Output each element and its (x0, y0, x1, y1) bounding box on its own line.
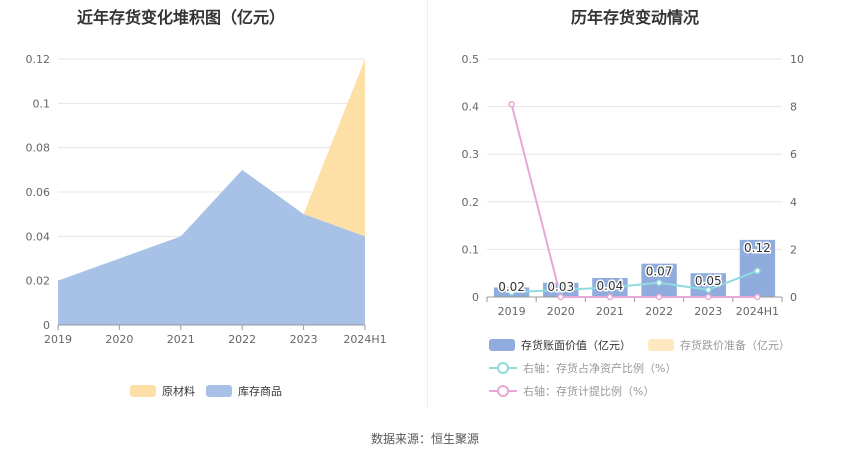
bar-value-label: 0.02 (498, 280, 525, 294)
net-asset-ratio-point (705, 286, 712, 294)
right-chart-title: 历年存货变动情况 (571, 8, 700, 27)
legend-item-net-asset-ratio[interactable]: 右轴：存货占净资产比例（%） (489, 360, 676, 376)
y-tick-label: 0.04 (26, 230, 51, 243)
bar-value-label: 0.04 (597, 279, 624, 293)
legend-label-book-value: 存货账面价值（亿元） (521, 339, 631, 352)
legend-line-marker (497, 385, 509, 397)
bar-value-label: 0.12 (744, 241, 771, 255)
y-tick-label: 0 (43, 319, 50, 332)
y2-tick-label: 4 (790, 196, 797, 209)
x-tick-label: 2024H1 (343, 333, 386, 346)
y-tick-label: 0.1 (33, 97, 51, 110)
y-tick-label: 0 (472, 291, 479, 304)
net-asset-ratio-point (557, 286, 564, 294)
provision-ratio-point (508, 100, 515, 108)
legend-item-book-value[interactable]: 存货账面价值（亿元） (489, 337, 631, 353)
y2-tick-label: 8 (790, 101, 797, 114)
area-finished-goods (58, 169, 365, 325)
legend-label-provision-ratio: 右轴：存货计提比例（%） (523, 385, 655, 398)
legend-swatch-impairment (648, 339, 674, 351)
y-tick-label: 0.08 (26, 142, 51, 155)
y2-tick-label: 0 (790, 291, 797, 304)
x-tick-label: 2021 (167, 333, 195, 346)
x-tick-label: 2023 (694, 305, 722, 318)
x-tick-label: 2021 (596, 305, 624, 318)
provision-ratio-point (754, 293, 761, 301)
y-tick-label: 0.12 (26, 53, 51, 66)
legend-item-provision-ratio[interactable]: 右轴：存货计提比例（%） (489, 383, 654, 399)
provision-ratio-point (705, 293, 712, 301)
x-tick-label: 2019 (44, 333, 72, 346)
net-asset-ratio-point (508, 288, 515, 296)
x-tick-label: 2020 (105, 333, 133, 346)
legend-item-impairment[interactable]: 存货跌价准备（亿元） (648, 337, 790, 353)
x-tick-label: 2019 (498, 305, 526, 318)
y2-tick-label: 2 (790, 243, 797, 256)
legend-label-net-asset-ratio: 右轴：存货占净资产比例（%） (523, 362, 677, 375)
y-tick-label: 0.1 (462, 243, 480, 256)
bar-value-label: 0.07 (646, 265, 673, 279)
legend-item-raw-material[interactable]: 原材料 (130, 383, 195, 399)
net-asset-ratio-point (606, 284, 614, 291)
left-stacked-area-chart: 0 0.02 0.04 0.06 0.08 0.1 0.12 2019 2020 2021 2022… (26, 53, 387, 346)
legend-line-icon-net-asset-ratio (489, 362, 517, 374)
provision-ratio-point (655, 293, 663, 301)
y2-tick-label: 10 (790, 53, 804, 66)
bar-book-value (690, 273, 726, 297)
y-tick-label: 0.4 (462, 101, 480, 114)
x-tick-label: 2023 (290, 333, 318, 346)
y-tick-label: 0.06 (26, 186, 51, 199)
legend-line-marker (497, 362, 509, 374)
net-asset-ratio-point (754, 267, 761, 275)
legend-line-icon-provision-ratio (489, 385, 517, 397)
y-tick-label: 0.3 (462, 148, 480, 161)
provision-ratio-point (557, 293, 564, 301)
legend-swatch-finished-goods (206, 385, 232, 397)
left-chart-title: 近年存货变化堆积图（亿元） (77, 8, 286, 27)
net-asset-ratio-line (511, 269, 758, 294)
y2-tick-label: 6 (790, 148, 797, 161)
legend-swatch-book-value (489, 339, 515, 351)
panel-divider (427, 0, 428, 408)
legend-label-finished-goods: 库存商品 (238, 385, 282, 398)
y-tick-label: 0.2 (462, 196, 480, 209)
bar-value-label: 0.03 (547, 280, 574, 294)
x-tick-label: 2022 (228, 333, 256, 346)
x-tick-label: 2020 (547, 305, 575, 318)
net-asset-ratio-point (655, 279, 663, 286)
provision-ratio-point (606, 293, 614, 301)
y-tick-label: 0.5 (462, 53, 480, 66)
legend-label-raw-material: 原材料 (162, 385, 195, 398)
x-tick-label: 2024H1 (736, 305, 779, 318)
y-tick-label: 0.02 (26, 275, 51, 288)
legend-label-impairment: 存货跌价准备（亿元） (680, 339, 790, 352)
bar-value-label: 0.05 (695, 274, 722, 288)
legend-item-finished-goods[interactable]: 库存商品 (206, 383, 282, 399)
x-tick-label: 2022 (645, 305, 673, 318)
provision-ratio-line (510, 103, 758, 298)
data-source: 数据来源：恒生聚源 (370, 432, 479, 446)
legend-swatch-raw-material (130, 385, 156, 397)
right-bar-line-chart: 0 0.1 0.2 0.3 0.4 0.5 0 2 4 6 8 10 2019 2020 2021 2022 2… (462, 53, 805, 318)
